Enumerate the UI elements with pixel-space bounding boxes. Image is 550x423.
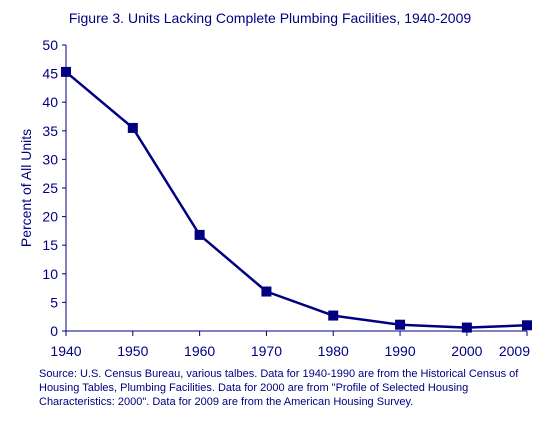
data-point-2009 — [522, 320, 532, 331]
x-tick-label: 1990 — [384, 343, 415, 359]
chart-title: Figure 3. Units Lacking Complete Plumbin… — [69, 10, 472, 26]
y-tick-label: 30 — [42, 151, 58, 167]
y-tick-label: 35 — [42, 123, 58, 139]
y-tick-label: 40 — [42, 94, 58, 110]
series-line — [65, 70, 528, 329]
data-point-1980 — [328, 310, 339, 321]
x-tick-label: 1950 — [117, 343, 148, 359]
y-axis-label: Percent of All Units — [18, 129, 34, 247]
data-point-1960 — [194, 229, 205, 240]
data-point-1970 — [261, 286, 272, 297]
y-tick-label: 25 — [42, 180, 58, 196]
series-group — [61, 66, 532, 333]
y-tick-label: 15 — [42, 237, 58, 253]
y-tick-label: 5 — [50, 294, 58, 310]
y-tick-label: 10 — [42, 266, 58, 282]
data-point-1990 — [395, 319, 406, 330]
x-ticks: 1940 1950 1960 1970 1980 1990 2000 2009 — [50, 331, 530, 359]
x-tick-label: 2000 — [451, 343, 482, 359]
data-point-1940 — [61, 66, 71, 77]
x-tick-label: 1980 — [318, 343, 349, 359]
data-point-2000 — [461, 322, 472, 333]
x-tick-label: 1960 — [184, 343, 215, 359]
y-tick-label: 20 — [42, 209, 58, 225]
source-note: Source: U.S. Census Bureau, various talb… — [39, 368, 519, 408]
y-ticks: 0 5 10 15 20 25 30 35 40 45 50 — [42, 37, 66, 339]
y-tick-label: 45 — [42, 66, 58, 82]
data-point-1950 — [127, 122, 138, 133]
y-tick-label: 50 — [42, 37, 58, 53]
y-tick-label: 0 — [50, 323, 58, 339]
x-tick-label: 1970 — [251, 343, 282, 359]
x-tick-label: 1940 — [50, 343, 81, 359]
x-tick-label: 2009 — [499, 343, 530, 359]
